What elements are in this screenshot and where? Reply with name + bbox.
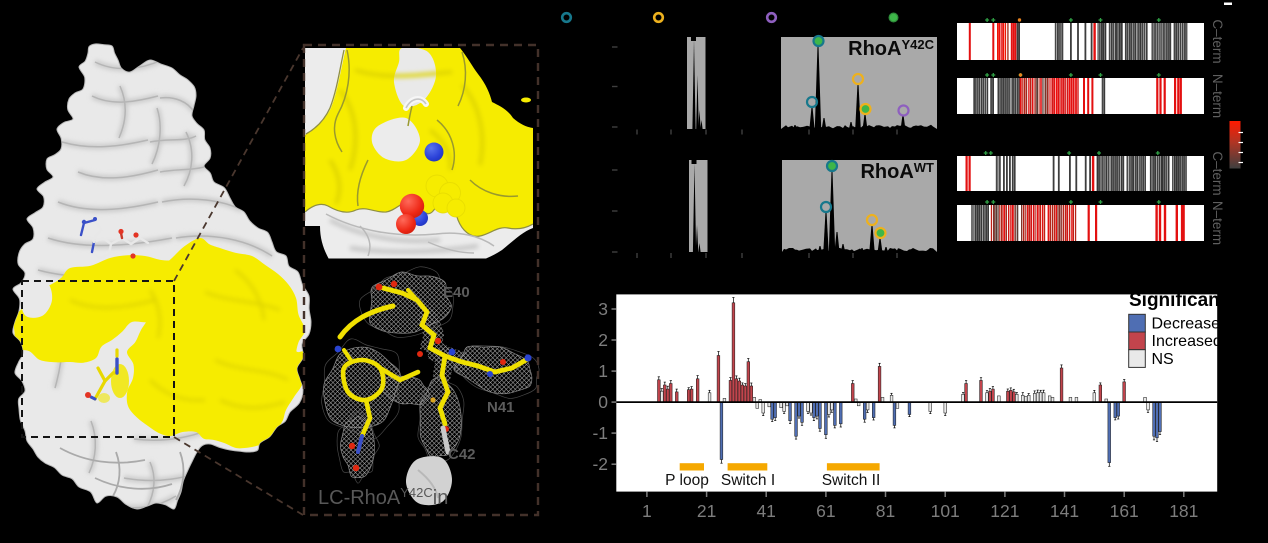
svg-text:C–term: C–term (1210, 151, 1225, 195)
svg-text:C–term: C–term (1210, 19, 1225, 63)
svg-text:C42: C42 (448, 446, 476, 463)
svg-text:41: 41 (756, 501, 775, 521)
svg-text:Increased: Increased (1152, 333, 1222, 350)
svg-text:Switch I: Switch I (721, 472, 775, 489)
svg-text:NS: NS (1152, 351, 1174, 368)
svg-text:1: 1 (598, 361, 608, 381)
svg-text:Significance: Significance (1129, 290, 1241, 311)
svg-text:N41: N41 (487, 399, 515, 416)
svg-text:N–term: N–term (1210, 74, 1225, 118)
svg-text:81: 81 (876, 501, 895, 521)
svg-text:E40: E40 (443, 284, 470, 301)
svg-text:3: 3 (598, 299, 608, 319)
svg-text:161: 161 (1110, 501, 1139, 521)
svg-text:181: 181 (1169, 501, 1198, 521)
svg-text:61: 61 (816, 501, 835, 521)
svg-text:0: 0 (598, 392, 608, 412)
svg-text:Decreased: Decreased (1152, 316, 1229, 333)
svg-text:-1: -1 (592, 423, 608, 443)
svg-text:2: 2 (598, 330, 608, 350)
svg-text:N–term: N–term (1210, 201, 1225, 245)
svg-text:P loop: P loop (665, 472, 709, 489)
svg-text:Switch II: Switch II (822, 472, 881, 489)
svg-text:-2: -2 (592, 454, 608, 474)
svg-text:101: 101 (931, 501, 960, 521)
svg-text:1: 1 (642, 501, 652, 521)
svg-text:21: 21 (697, 501, 716, 521)
svg-text:141: 141 (1050, 501, 1079, 521)
svg-text:121: 121 (990, 501, 1019, 521)
